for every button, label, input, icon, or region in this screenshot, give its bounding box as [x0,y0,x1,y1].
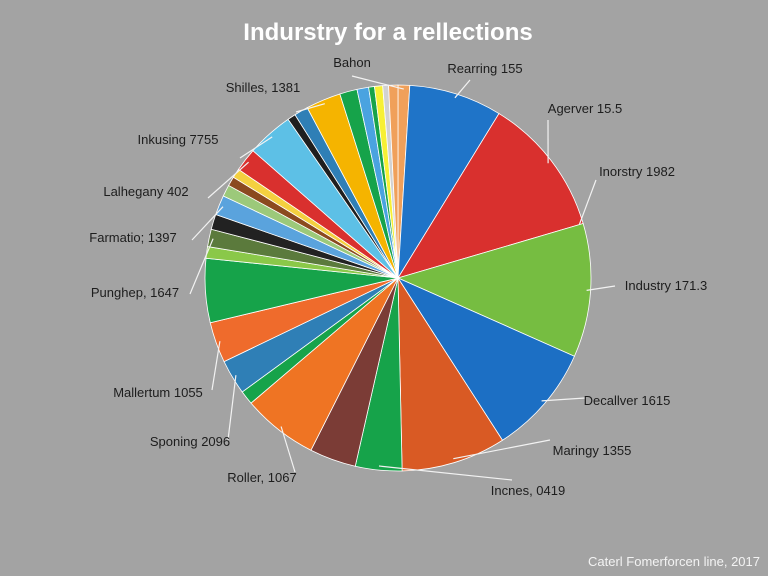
slice-label: Lalhegany 402 [103,184,188,199]
slice-label: Roller, 1067 [227,470,296,485]
slice-label: Decallver 1615 [584,393,671,408]
chart-title: Indurstry for a rellections [243,19,532,46]
leader-line [280,426,296,473]
leader-line [541,397,586,402]
slice-label: Incnes, 0419 [491,483,565,498]
leader-line [351,75,404,90]
slice-label: Shilles, 1381 [226,80,300,95]
slice-label: Bahon [333,55,371,70]
slice-label: Industry 171.3 [625,278,707,293]
leader-line [586,285,616,291]
pie-slice-rearring-155 [397,84,500,279]
leader-line [227,375,237,441]
slice-label: Agerver 15.5 [548,101,622,116]
slice-label: Inorstry 1982 [599,164,675,179]
pie-slice-decallver-1615 [396,277,575,441]
slice-label: Rearring 155 [447,61,522,76]
leader-line [453,439,551,460]
leader-line [189,238,214,295]
slice-label: Mallertum 1055 [113,385,203,400]
slice-label: Maringy 1355 [553,443,632,458]
pie-slice-industry-171-3 [396,223,592,357]
slice-label: Sponing 2096 [150,434,230,449]
slice-label: Farmatio; 1397 [89,230,176,245]
leader-line [578,179,597,225]
slice-label: Punghep, 1647 [91,285,179,300]
leader-line [454,79,471,99]
leader-line [211,341,221,391]
leader-line [207,161,249,199]
leader-line [378,465,513,481]
leader-line [295,103,325,113]
pie-slice-maringy-1355 [397,276,504,472]
slice-label: Inkusing 7755 [138,132,219,147]
leader-line [239,136,273,159]
source-note: Caterl Fomerforcen line, 2017 [588,554,760,569]
leader-line [191,206,224,241]
